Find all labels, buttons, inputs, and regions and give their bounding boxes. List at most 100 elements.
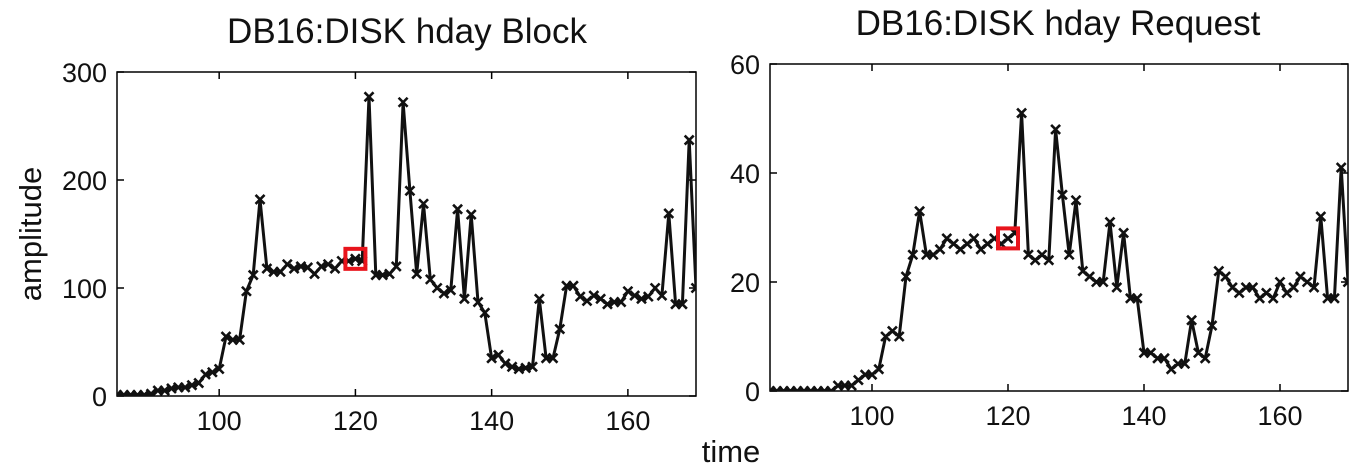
data-point <box>1267 292 1279 304</box>
data-point <box>1315 211 1327 223</box>
data-point <box>1186 314 1198 326</box>
axes-box <box>769 63 1349 392</box>
data-point <box>261 263 273 274</box>
data-point <box>1342 276 1348 288</box>
data-point <box>554 323 566 335</box>
y-tick-label: 0 <box>745 377 760 407</box>
x-tick-label: 160 <box>1257 401 1302 431</box>
data-point <box>1097 276 1109 288</box>
data-point <box>574 291 586 303</box>
data-point <box>424 273 436 285</box>
data-point <box>1070 194 1082 206</box>
data-point <box>615 296 627 308</box>
data-point <box>642 291 654 303</box>
highlight-marker <box>996 226 1020 251</box>
data-point <box>390 260 402 272</box>
data-point <box>1328 292 1340 304</box>
data-point <box>1274 276 1286 288</box>
data-point <box>1288 282 1300 293</box>
data-point <box>934 243 946 255</box>
data-point <box>1063 249 1075 261</box>
data-point <box>247 269 259 281</box>
data-point <box>254 194 266 205</box>
data-point <box>138 389 150 396</box>
y-tick-label: 40 <box>730 159 760 189</box>
data-point <box>907 249 919 261</box>
data-point <box>281 258 293 270</box>
data-point <box>493 349 504 361</box>
data-point <box>629 290 641 301</box>
chart-title: DB16:DISK hday Request <box>856 4 1261 43</box>
y-tick-label: 300 <box>62 58 107 88</box>
y-tick-label: 20 <box>730 268 760 298</box>
data-point <box>893 331 905 342</box>
data-point <box>445 284 457 296</box>
x-tick-label: 120 <box>985 401 1030 431</box>
data-point <box>1056 189 1068 201</box>
x-tick-label: 140 <box>469 406 514 436</box>
data-point <box>363 91 375 103</box>
x-axis-label: time <box>702 434 761 469</box>
data-point <box>1335 162 1347 173</box>
data-point <box>411 268 423 280</box>
data-point <box>322 258 334 270</box>
data-point <box>683 134 695 146</box>
data-point <box>1016 107 1028 119</box>
data-point <box>1104 216 1116 228</box>
plot-area: 100 120 140 160 0 100 200 300 <box>62 58 697 436</box>
data-point <box>527 361 538 373</box>
data-point <box>465 209 477 220</box>
data-point <box>193 377 205 389</box>
data-point <box>404 185 416 197</box>
data-point <box>1199 352 1211 364</box>
data-point <box>1247 282 1259 293</box>
data-point <box>588 290 600 301</box>
data-point <box>438 287 450 299</box>
y-axis-label: amplitude <box>13 167 48 301</box>
data-point <box>900 271 912 282</box>
y-tick-label: 100 <box>62 274 107 304</box>
plot-area: 100 120 140 160 0 20 40 60 <box>730 50 1349 431</box>
data-point <box>397 96 409 108</box>
data-point <box>663 208 675 219</box>
data-point <box>479 307 491 319</box>
chart-title: DB16:DISK hday Block <box>227 12 587 51</box>
data-point <box>676 298 688 310</box>
data-point <box>914 205 926 217</box>
data-point <box>1118 227 1130 239</box>
data-point <box>873 363 885 375</box>
data-point <box>145 388 157 396</box>
y-tick-label: 60 <box>730 50 760 80</box>
x-tick-label: 100 <box>849 401 894 431</box>
x-tick-label: 100 <box>197 406 242 436</box>
data-point <box>234 334 246 346</box>
y-tick-label: 200 <box>62 166 107 196</box>
data-point <box>458 293 470 305</box>
data-point <box>533 293 545 305</box>
data-point <box>622 285 634 297</box>
x-tick-label: 160 <box>605 406 650 436</box>
data-point <box>1206 320 1218 332</box>
data-point <box>1308 282 1320 293</box>
axes-box <box>116 71 697 397</box>
data-point <box>1220 271 1232 282</box>
data-point <box>241 285 252 297</box>
data-point <box>656 290 668 301</box>
data-point <box>472 296 484 308</box>
data-point <box>547 352 559 364</box>
x-tick-label: 140 <box>1121 401 1166 431</box>
highlight-marker <box>343 246 368 271</box>
data-point <box>486 352 498 364</box>
data-point <box>1111 282 1123 293</box>
data-point <box>1050 123 1062 135</box>
data-point <box>1179 358 1191 370</box>
data-point <box>220 331 232 343</box>
data-point <box>213 363 225 375</box>
series-line <box>770 111 1348 391</box>
series-line <box>117 95 696 396</box>
data-point <box>968 232 980 244</box>
y-tick-label: 0 <box>92 382 107 412</box>
series-group <box>117 91 696 396</box>
data-point <box>1131 292 1143 304</box>
